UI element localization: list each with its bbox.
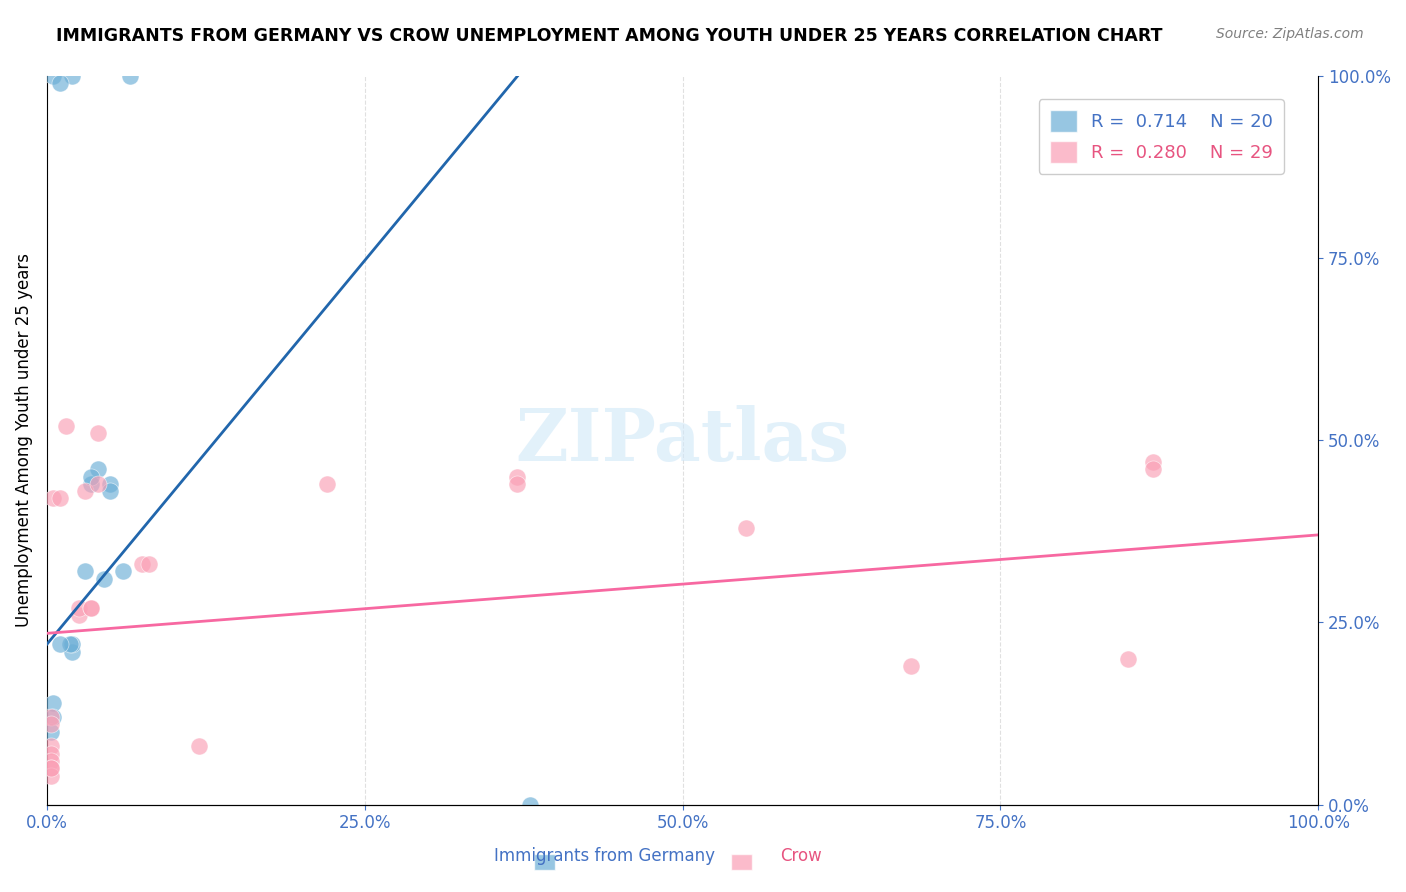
Crow <box>87 425 110 440</box>
Crow <box>87 476 110 491</box>
Crow <box>900 659 922 673</box>
Crow <box>188 739 211 754</box>
Crow <box>48 491 70 506</box>
Crow <box>39 761 62 775</box>
Immigrants from Germany <box>112 565 135 579</box>
Immigrants from Germany <box>42 69 65 83</box>
Legend: R =  0.714    N = 20, R =  0.280    N = 29: R = 0.714 N = 20, R = 0.280 N = 29 <box>1039 99 1284 174</box>
Immigrants from Germany <box>100 476 122 491</box>
Crow <box>506 476 529 491</box>
Immigrants from Germany <box>118 69 141 83</box>
Crow <box>131 557 153 571</box>
Crow <box>39 747 62 761</box>
Immigrants from Germany <box>100 484 122 499</box>
Crow <box>315 476 337 491</box>
Crow <box>1116 652 1139 666</box>
Immigrants from Germany <box>48 637 70 651</box>
Crow <box>506 469 529 483</box>
Crow <box>39 754 62 768</box>
Immigrants from Germany <box>48 76 70 90</box>
Crow <box>1142 455 1164 469</box>
Immigrants from Germany <box>59 637 82 651</box>
Crow <box>1142 462 1164 476</box>
Crow <box>73 484 96 499</box>
Immigrants from Germany <box>42 710 65 724</box>
Crow <box>80 600 103 615</box>
Immigrants from Germany <box>39 724 62 739</box>
Immigrants from Germany <box>93 572 115 586</box>
Crow <box>39 761 62 775</box>
Crow <box>138 557 160 571</box>
Immigrants from Germany <box>80 469 103 483</box>
Crow <box>39 717 62 731</box>
Y-axis label: Unemployment Among Youth under 25 years: Unemployment Among Youth under 25 years <box>15 253 32 627</box>
Crow <box>39 768 62 782</box>
Crow <box>67 600 90 615</box>
Immigrants from Germany <box>60 644 83 658</box>
Crow <box>80 600 103 615</box>
Immigrants from Germany <box>80 476 103 491</box>
Crow <box>67 608 90 623</box>
Immigrants from Germany <box>60 69 83 83</box>
Immigrants from Germany <box>73 565 96 579</box>
Text: ZIPatlas: ZIPatlas <box>516 405 849 475</box>
Immigrants from Germany <box>42 696 65 710</box>
Immigrants from Germany <box>60 637 83 651</box>
Text: Immigrants from Germany: Immigrants from Germany <box>494 847 716 865</box>
Crow <box>55 418 77 433</box>
Immigrants from Germany <box>87 462 110 476</box>
Crow <box>39 710 62 724</box>
Crow <box>39 739 62 754</box>
Text: Crow: Crow <box>780 847 823 865</box>
Crow <box>735 520 758 534</box>
Crow <box>42 491 65 506</box>
Text: Source: ZipAtlas.com: Source: ZipAtlas.com <box>1216 27 1364 41</box>
Text: IMMIGRANTS FROM GERMANY VS CROW UNEMPLOYMENT AMONG YOUTH UNDER 25 YEARS CORRELAT: IMMIGRANTS FROM GERMANY VS CROW UNEMPLOY… <box>56 27 1163 45</box>
Immigrants from Germany <box>519 797 541 812</box>
